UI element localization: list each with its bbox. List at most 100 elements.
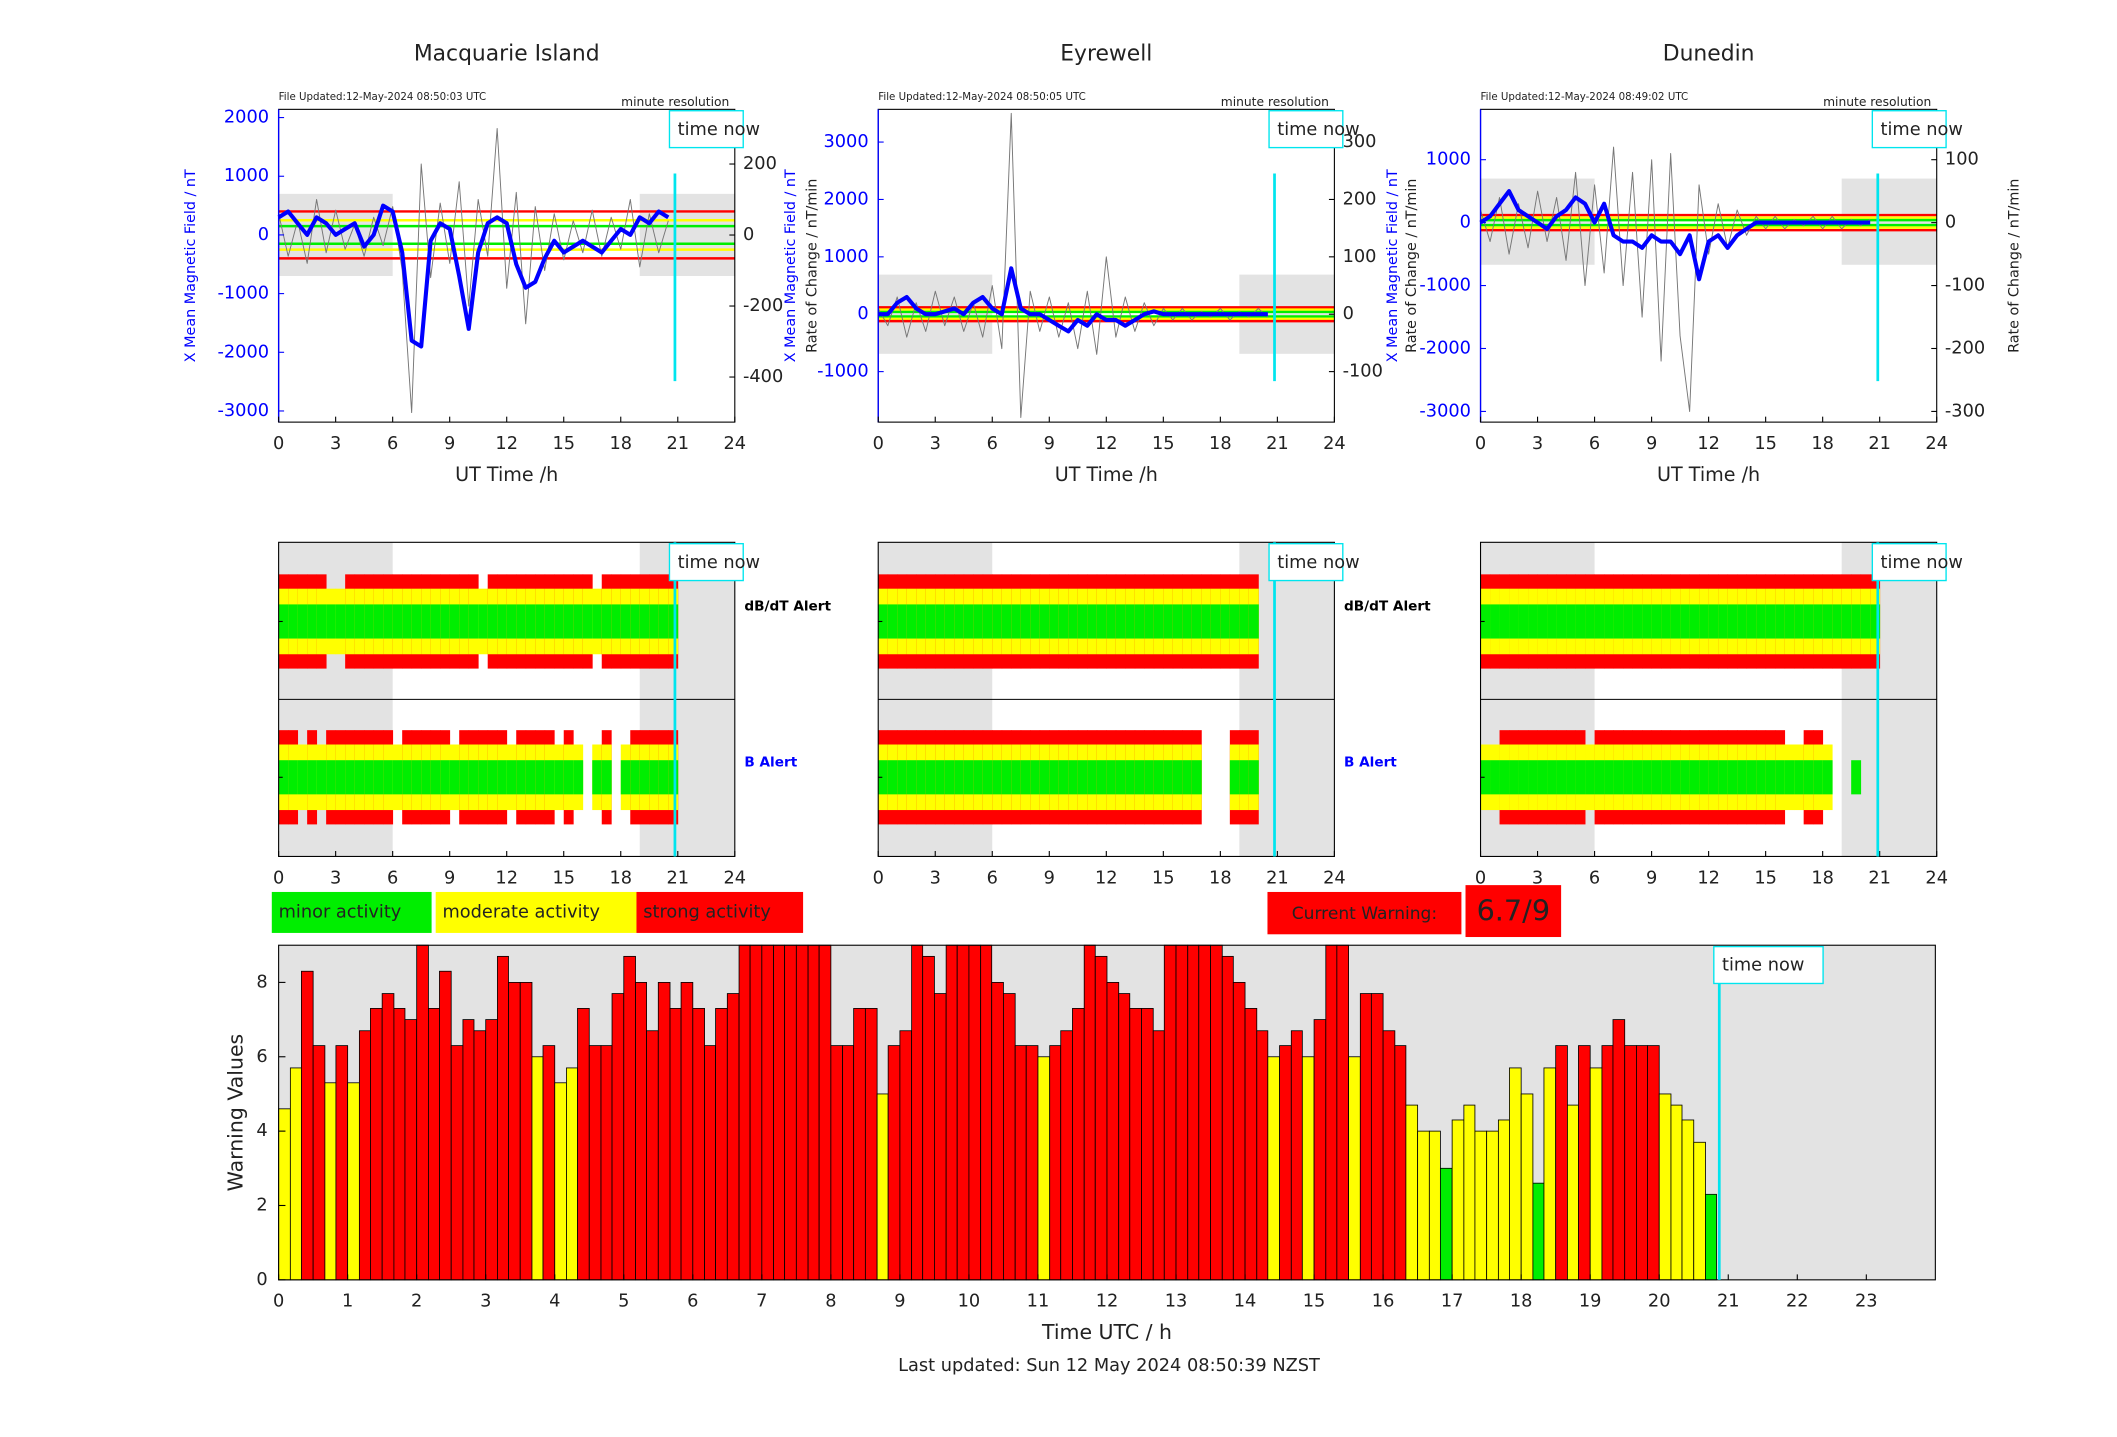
x-tick-label: 18 bbox=[609, 868, 632, 888]
x-tick-label: 0 bbox=[873, 434, 884, 454]
bar bbox=[1497, 1119, 1510, 1281]
y-tick-label: 2000 bbox=[224, 108, 269, 128]
y2-axis-label: Rate of Change / nT/min bbox=[1404, 179, 1420, 353]
x-tick-label: 12 bbox=[1697, 434, 1720, 454]
x-tick-label: 13 bbox=[1165, 1292, 1188, 1312]
time-now-label: time now bbox=[678, 553, 760, 573]
x-tick-label: 21 bbox=[666, 434, 689, 454]
x-axis-label: UT Time /h bbox=[1055, 463, 1158, 486]
bar bbox=[358, 1030, 371, 1281]
x-tick-label: 15 bbox=[1754, 434, 1777, 454]
bar bbox=[1221, 955, 1234, 1281]
bar bbox=[1532, 1182, 1545, 1281]
x-tick-label: 18 bbox=[1209, 868, 1232, 888]
bar bbox=[1106, 981, 1120, 1281]
alert-segment bbox=[1708, 760, 1719, 795]
alert-segment bbox=[1077, 760, 1088, 795]
alert-segment bbox=[1030, 760, 1041, 795]
alert-segment bbox=[383, 604, 394, 639]
field-line bbox=[1479, 189, 1871, 282]
alert-segment bbox=[1509, 760, 1519, 795]
x-tick-label: 21 bbox=[1868, 868, 1891, 888]
alert-segment bbox=[478, 760, 489, 795]
x-tick-label: 6 bbox=[1589, 868, 1600, 888]
alert-segment bbox=[1239, 760, 1250, 795]
bar bbox=[1647, 1045, 1660, 1281]
alert-segment bbox=[316, 604, 327, 639]
alert-segment bbox=[668, 604, 679, 639]
bar bbox=[715, 1008, 728, 1281]
bar bbox=[795, 944, 809, 1281]
alert-segment bbox=[1499, 760, 1510, 795]
bar bbox=[1348, 1056, 1361, 1281]
x-tick-label: 21 bbox=[666, 868, 689, 888]
alert-segment bbox=[516, 604, 527, 639]
x-tick-label: 9 bbox=[1044, 434, 1055, 454]
alert-segment bbox=[897, 760, 908, 795]
bar bbox=[657, 981, 671, 1281]
legend-label: strong activity bbox=[643, 902, 771, 922]
x-axis-label: UT Time /h bbox=[455, 463, 558, 486]
alert-segment bbox=[1670, 604, 1681, 639]
bar bbox=[853, 1008, 866, 1281]
alert-segment bbox=[1556, 604, 1567, 639]
field-line bbox=[277, 203, 670, 349]
bar bbox=[726, 993, 740, 1281]
alert-segment bbox=[1632, 760, 1643, 795]
alert-segment bbox=[1851, 604, 1862, 639]
alert-segment bbox=[411, 604, 422, 639]
x-tick-label: 7 bbox=[756, 1292, 767, 1312]
alert-segment bbox=[878, 604, 889, 639]
alert-segment bbox=[992, 760, 1003, 795]
alert-segment bbox=[935, 604, 946, 639]
current-warning-value: 6.7/9 bbox=[1477, 893, 1551, 927]
alert-segment bbox=[944, 604, 955, 639]
alert-segment bbox=[1020, 760, 1031, 795]
alert-label: dB/dT Alert bbox=[744, 598, 831, 614]
time-now-label: time now bbox=[1277, 553, 1359, 573]
bar bbox=[1636, 1045, 1648, 1281]
alert-segment bbox=[639, 760, 650, 795]
bar bbox=[1049, 1045, 1062, 1281]
alert-segment bbox=[1172, 604, 1183, 639]
alert-segment bbox=[1651, 604, 1662, 639]
alert-segment bbox=[592, 760, 603, 795]
resolution-note: minute resolution bbox=[621, 95, 729, 109]
x-tick-label: 3 bbox=[1532, 868, 1543, 888]
time-now-box bbox=[1268, 110, 1344, 149]
alert-segment bbox=[992, 604, 1003, 639]
alert-segment bbox=[1163, 760, 1174, 795]
alert-segment bbox=[620, 604, 631, 639]
time-now-box bbox=[1713, 945, 1824, 985]
y2-tick-label: 200 bbox=[1343, 189, 1377, 209]
bar bbox=[1417, 1130, 1430, 1281]
y-axis-label: Warning Values bbox=[223, 1034, 247, 1192]
y2-tick-label: 200 bbox=[743, 154, 777, 174]
y-tick-label: -2000 bbox=[1419, 338, 1471, 358]
legend-label: moderate activity bbox=[443, 902, 600, 922]
alert-segment bbox=[1096, 760, 1107, 795]
alert-segment bbox=[1727, 604, 1738, 639]
bar bbox=[773, 944, 786, 1281]
alert-segment bbox=[1115, 760, 1126, 795]
alert-segment bbox=[1134, 760, 1145, 795]
alert-segment bbox=[1803, 604, 1814, 639]
bar bbox=[704, 1045, 716, 1281]
bar bbox=[1152, 1030, 1165, 1281]
y-tick-label: -1000 bbox=[817, 362, 869, 382]
alert-segment bbox=[440, 604, 451, 639]
alert-segment bbox=[935, 760, 946, 795]
alert-segment bbox=[449, 760, 460, 795]
bar bbox=[1163, 944, 1177, 1281]
alert-segment bbox=[1822, 604, 1833, 639]
alert-segment bbox=[497, 760, 508, 795]
alert-segment bbox=[1689, 760, 1700, 795]
bar bbox=[1705, 1193, 1717, 1281]
alert-segment bbox=[487, 604, 498, 639]
bar bbox=[1025, 1045, 1039, 1281]
x-tick-label: 3 bbox=[1532, 434, 1543, 454]
alert-segment bbox=[1718, 604, 1729, 639]
legend-label: minor activity bbox=[279, 902, 402, 922]
x-tick-label: 12 bbox=[495, 868, 518, 888]
